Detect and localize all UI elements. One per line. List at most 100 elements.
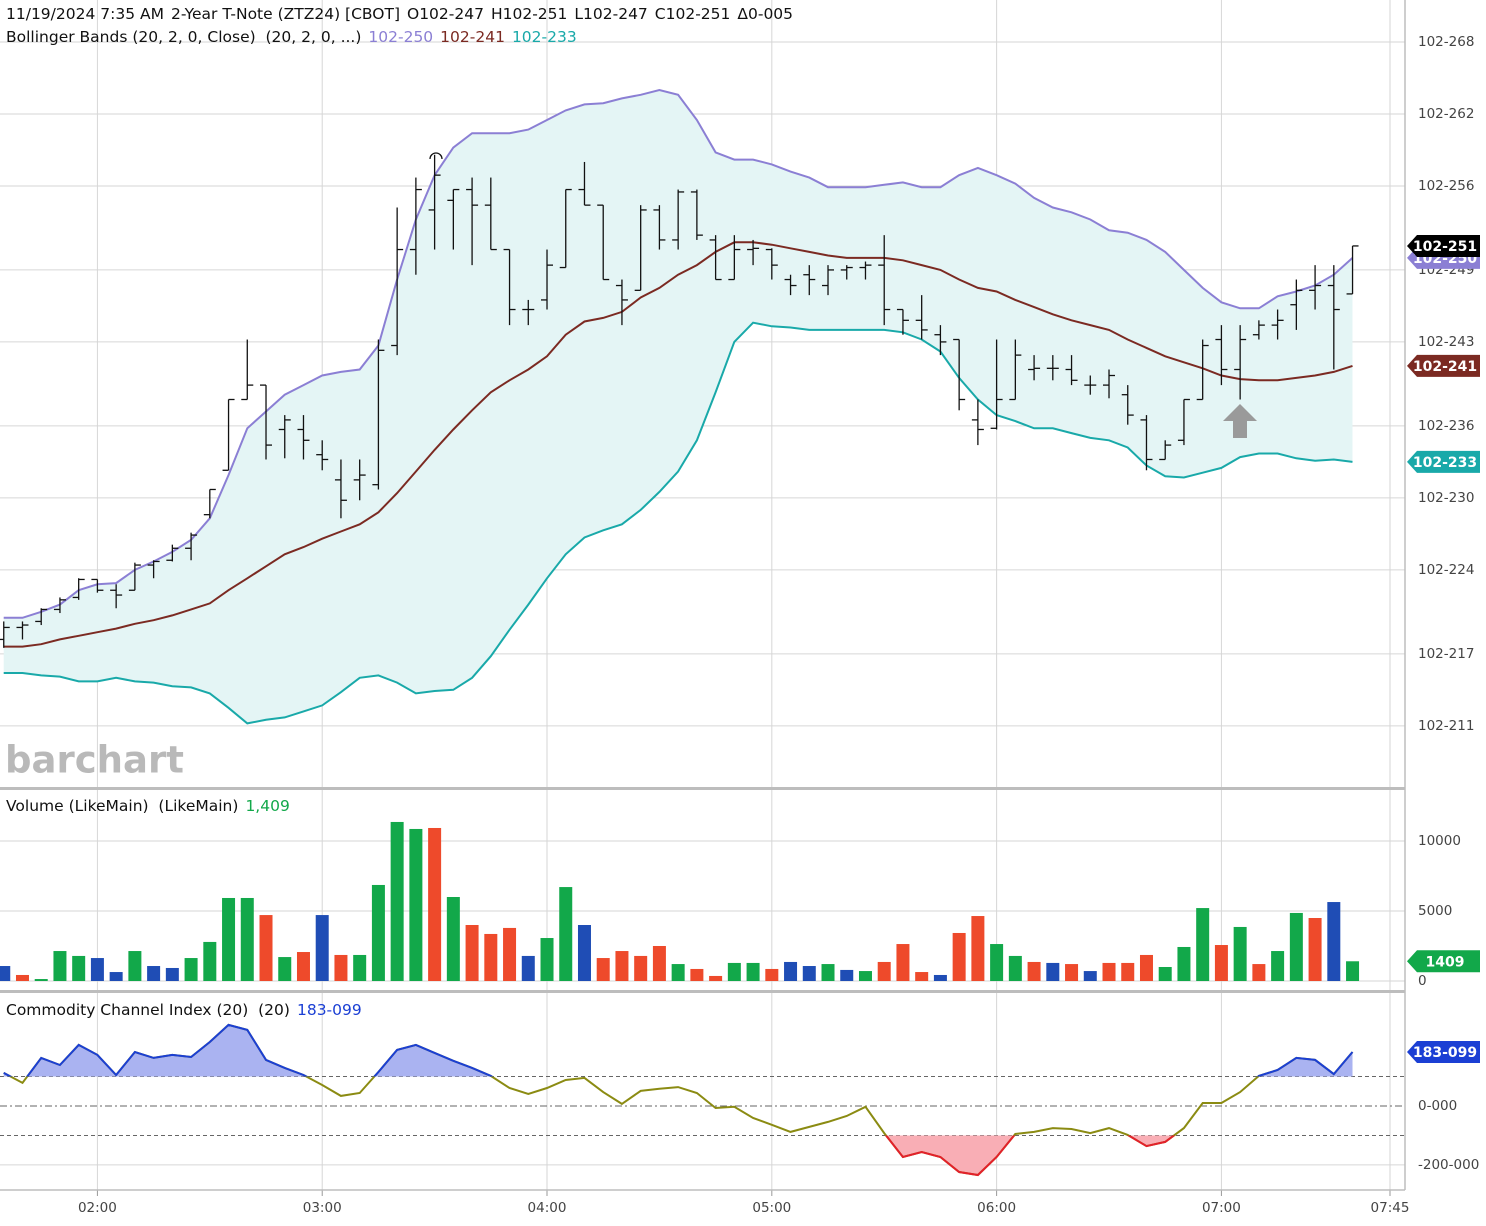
price-badge <box>1407 450 1480 473</box>
volume-bar <box>1233 926 1247 981</box>
y-tick-label: 10000 <box>1418 833 1461 849</box>
y-tick-label: 0 <box>1418 973 1427 989</box>
header-item: O102-247 <box>407 5 484 23</box>
panel-separator <box>0 787 1405 790</box>
volume-bar <box>671 964 685 981</box>
volume-bar <box>1139 954 1153 981</box>
volume-bar <box>840 969 854 981</box>
band-line <box>3 321 1353 725</box>
volume-bar <box>1196 908 1210 981</box>
panel-title: Volume (LikeMain) (LikeMain) 1,409 <box>6 797 290 815</box>
signal-arrow <box>1223 404 1257 438</box>
volume-bar <box>709 975 723 981</box>
volume-bar <box>577 924 591 981</box>
volume-bar <box>109 972 123 981</box>
y-tick-label: 102-211 <box>1418 718 1474 734</box>
header-item: 2-Year T-Note (ZTZ24) [CBOT] <box>171 5 400 23</box>
volume-bar <box>72 955 86 981</box>
volume-bar <box>1346 961 1360 981</box>
header-item: C102-251 <box>655 5 731 23</box>
high-marker <box>429 152 443 160</box>
indicator-name: Bollinger Bands (20, 2, 0, Close) (20, 2… <box>6 28 361 46</box>
volume-bar <box>334 954 348 981</box>
y-tick-label: 0-000 <box>1418 1098 1457 1114</box>
header-line: 11/19/2024 7:35 AM 2-Year T-Note (ZTZ24) … <box>6 5 793 23</box>
panel-value: 1,409 <box>245 797 289 815</box>
y-tick-label: 102-262 <box>1418 106 1474 122</box>
price-badge-label: 102-251 <box>1413 239 1477 255</box>
volume-bar <box>1177 946 1191 981</box>
price-badge-label: 102-233 <box>1413 455 1477 471</box>
indicator-value: 102-233 <box>512 28 577 46</box>
price-badge-label: 183-099 <box>1413 1045 1477 1061</box>
volume-bar <box>915 972 929 981</box>
price-badge <box>1407 234 1480 257</box>
y-tick-label: -200-000 <box>1418 1157 1479 1173</box>
volume-bar <box>765 968 779 981</box>
y-tick-label: 102-217 <box>1418 646 1474 662</box>
volume-bar <box>615 951 629 981</box>
cci-fill-low <box>886 1135 1174 1175</box>
volume-bar <box>1308 917 1322 981</box>
volume-bar <box>446 896 460 981</box>
volume-bar <box>1008 955 1022 981</box>
volume-bar <box>34 979 48 981</box>
x-tick-label: 06:00 <box>977 1200 1016 1216</box>
cci-line-high <box>3 1023 1354 1077</box>
panel-name: Volume (LikeMain) (LikeMain) <box>6 797 238 815</box>
y-tick-label: 5000 <box>1418 903 1452 919</box>
indicator-value: 102-241 <box>440 28 505 46</box>
volume-bar <box>409 828 423 981</box>
volume-bar <box>0 966 11 981</box>
volume-bar <box>165 967 179 981</box>
price-badge <box>1407 354 1480 377</box>
volume-bar <box>596 958 610 981</box>
volume-bar <box>540 938 554 981</box>
y-tick-label: 102-224 <box>1418 562 1474 578</box>
volume-bar <box>128 951 142 981</box>
y-tick-label: 102-236 <box>1418 418 1474 434</box>
panel-value: 183-099 <box>297 1001 362 1019</box>
header-item: 11/19/2024 7:35 AM <box>6 5 164 23</box>
y-tick-label: 102-256 <box>1418 178 1474 194</box>
volume-bar <box>1289 912 1303 981</box>
volume-bar <box>1252 964 1266 981</box>
volume-bar <box>1083 971 1097 981</box>
volume-bar <box>559 887 573 981</box>
volume-bar <box>184 958 198 981</box>
y-tick-label: 102-243 <box>1418 334 1474 350</box>
volume-bar <box>952 932 966 981</box>
volume-bar <box>1027 961 1041 981</box>
volume-bar <box>203 941 217 981</box>
volume-bar <box>634 955 648 981</box>
volume-bar <box>503 927 517 981</box>
price-badge <box>1407 1040 1480 1063</box>
watermark: barchart <box>5 739 184 782</box>
x-tick-label: 02:00 <box>78 1200 117 1216</box>
x-tick-label: 05:00 <box>752 1200 791 1216</box>
volume-bar <box>465 924 479 981</box>
volume-bar <box>1102 962 1116 981</box>
volume-bar <box>147 966 161 981</box>
volume-bar <box>784 961 798 981</box>
volume-bar <box>315 915 329 981</box>
band-line <box>3 241 1353 648</box>
x-tick-label: 07:45 <box>1371 1200 1410 1216</box>
cci-fill-high <box>3 1024 1353 1077</box>
volume-bar <box>390 821 404 981</box>
panel-name: Commodity Channel Index (20) (20) <box>6 1001 290 1019</box>
panel-title: Commodity Channel Index (20) (20) 183-099 <box>6 1001 362 1019</box>
volume-bar <box>652 945 666 981</box>
volume-bar <box>1158 966 1172 981</box>
volume-bar <box>1214 945 1228 981</box>
price-badge-label: 1409 <box>1426 954 1465 970</box>
volume-bar <box>484 933 498 981</box>
x-tick-label: 04:00 <box>528 1200 567 1216</box>
volume-bar <box>259 915 273 981</box>
volume-bar <box>971 916 985 981</box>
volume-bar <box>1046 962 1060 981</box>
volume-bar <box>802 966 816 981</box>
y-tick-label: 102-268 <box>1418 34 1474 50</box>
volume-bar <box>296 952 310 981</box>
